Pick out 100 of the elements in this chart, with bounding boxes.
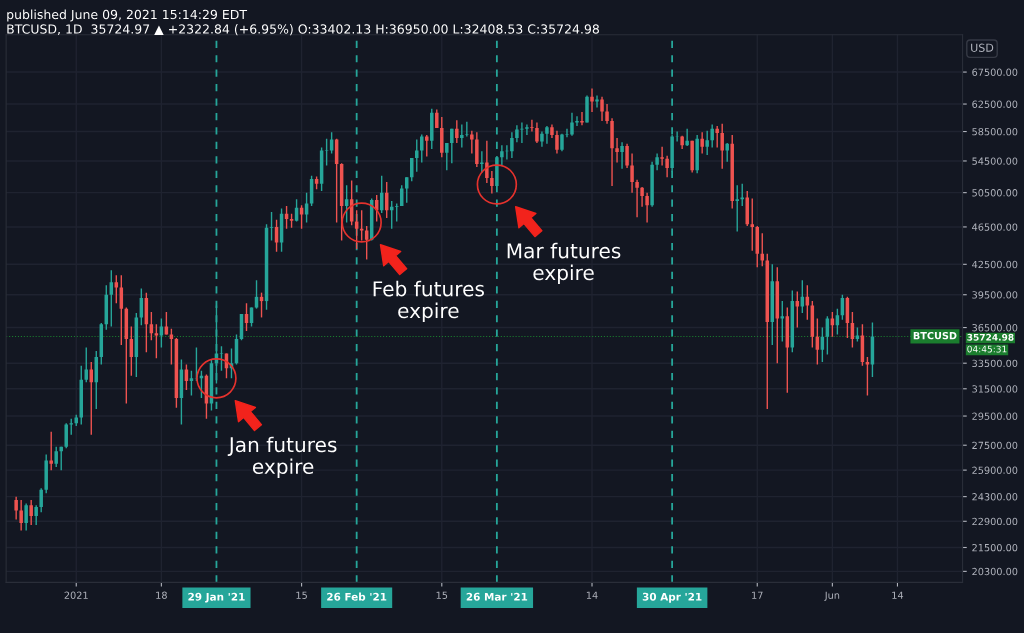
y-tick-label: 39500.00	[972, 291, 1018, 299]
y-tick-label: 46500.00	[972, 223, 1018, 231]
candlestick	[455, 119, 459, 144]
x-tick-label: 14	[892, 591, 904, 599]
ref-line-label: 26 Mar '21	[466, 592, 528, 601]
candlestick	[425, 134, 429, 158]
x-tick-label: Jun	[824, 591, 840, 601]
candlestick	[595, 94, 599, 109]
y-tick-label: 58500.00	[972, 128, 1018, 136]
candlestick	[535, 121, 539, 144]
candlestick	[510, 131, 514, 159]
y-tick-label: 62500.00	[972, 100, 1018, 108]
y-tick-label: 22900.00	[972, 517, 1018, 526]
candlestick	[304, 191, 309, 224]
candlestick	[450, 128, 454, 164]
candlestick	[735, 184, 739, 233]
y-tick-label: 20300.00	[972, 567, 1018, 576]
y-tick-label: 25900.00	[972, 466, 1018, 474]
x-tick-label: 2021	[64, 591, 88, 599]
candlestick	[480, 150, 484, 174]
candlestick	[64, 422, 68, 449]
ref-line-label: 35724.98	[967, 333, 1014, 341]
candlestick	[460, 123, 464, 149]
x-tick-label: 17	[752, 591, 763, 599]
chart-title: published June 09, 2021 15:14:29 EDT	[7, 9, 248, 22]
candlestick	[640, 186, 644, 208]
candlestick	[24, 502, 28, 532]
candlestick	[394, 202, 399, 223]
candlestick	[184, 363, 189, 391]
candlestick	[14, 495, 18, 521]
candlestick	[525, 123, 529, 136]
y-tick-label: 33500.00	[972, 359, 1018, 368]
candlestick	[725, 142, 729, 163]
y-axis-title: USD	[971, 43, 994, 52]
candlestick	[630, 152, 634, 194]
candlestick	[485, 140, 489, 184]
candlestick	[84, 346, 89, 383]
y-tick-label: 31500.00	[972, 385, 1018, 393]
candlestick	[500, 144, 504, 167]
candlestick	[615, 137, 619, 164]
candlestick	[169, 328, 174, 366]
candlestick	[269, 211, 274, 242]
annotation: BTCUSD	[913, 331, 957, 340]
x-tick-label: 15	[436, 591, 448, 599]
candlestick	[159, 317, 164, 349]
ref-line-label: 30 Apr '21	[642, 592, 702, 603]
candlestick	[49, 431, 53, 471]
candlestick	[780, 300, 785, 343]
candlestick	[404, 176, 409, 204]
chart-subtitle: BTCUSD, 1D 35724.97 ▲ +2322.84 (+6.95%) O:33402.13 H:36950.00 L:32408.53 C:35724.98	[7, 24, 599, 36]
candlestick	[710, 123, 714, 149]
candlestick	[420, 133, 424, 164]
candlestick	[465, 121, 469, 138]
ref-line-label: 26 Feb '21	[327, 592, 387, 601]
candlestick	[490, 170, 494, 195]
candlestick	[470, 130, 474, 155]
x-tick-label: 18	[156, 591, 167, 599]
candlestick	[685, 128, 689, 147]
candlestick	[154, 323, 159, 359]
annotation: Jan futures expire	[227, 436, 337, 478]
y-tick-label: 67500.00	[972, 68, 1018, 76]
candlestick	[635, 178, 639, 218]
x-tick-label: 14	[586, 591, 598, 599]
annotation: Feb futures expire	[373, 280, 484, 323]
candlestick	[530, 118, 534, 133]
text: 04:45:31	[967, 345, 1007, 353]
candlestick	[660, 146, 664, 167]
candlestick	[620, 141, 624, 170]
ref-line-label: 29 Jan '21	[188, 592, 245, 603]
candlestick	[750, 197, 754, 252]
y-tick-label: 29500.00	[972, 412, 1018, 420]
y-tick-label: 27500.00	[972, 441, 1018, 450]
candlestick	[705, 130, 709, 156]
candlestick	[39, 487, 43, 514]
candlestick	[445, 142, 449, 171]
candlestick	[720, 123, 724, 170]
candlestick	[54, 446, 58, 468]
candlestick	[570, 112, 574, 137]
candlestick	[359, 209, 364, 242]
candlestick	[34, 504, 38, 526]
candlestick	[590, 87, 594, 113]
y-tick-label: 50500.00	[972, 189, 1018, 197]
candlestick	[555, 130, 559, 155]
candlestick	[29, 499, 33, 526]
candlestick	[19, 499, 23, 532]
candlestick	[675, 130, 679, 143]
annotation: Mar futures expire	[507, 242, 621, 285]
x-tick-label: 15	[296, 591, 307, 599]
y-tick-label: 42500.00	[972, 260, 1018, 269]
candlestick	[415, 138, 419, 173]
candlestick	[700, 131, 704, 155]
candlestick	[665, 154, 669, 178]
candlestick	[625, 143, 629, 169]
y-tick-label: 24300.00	[972, 493, 1018, 501]
y-tick-label: 54500.00	[972, 157, 1018, 165]
candlestick	[600, 96, 604, 122]
candlestick	[715, 125, 719, 149]
candlestick	[189, 370, 194, 397]
candlestick	[605, 103, 609, 125]
y-tick-label: 21500.00	[972, 543, 1018, 552]
